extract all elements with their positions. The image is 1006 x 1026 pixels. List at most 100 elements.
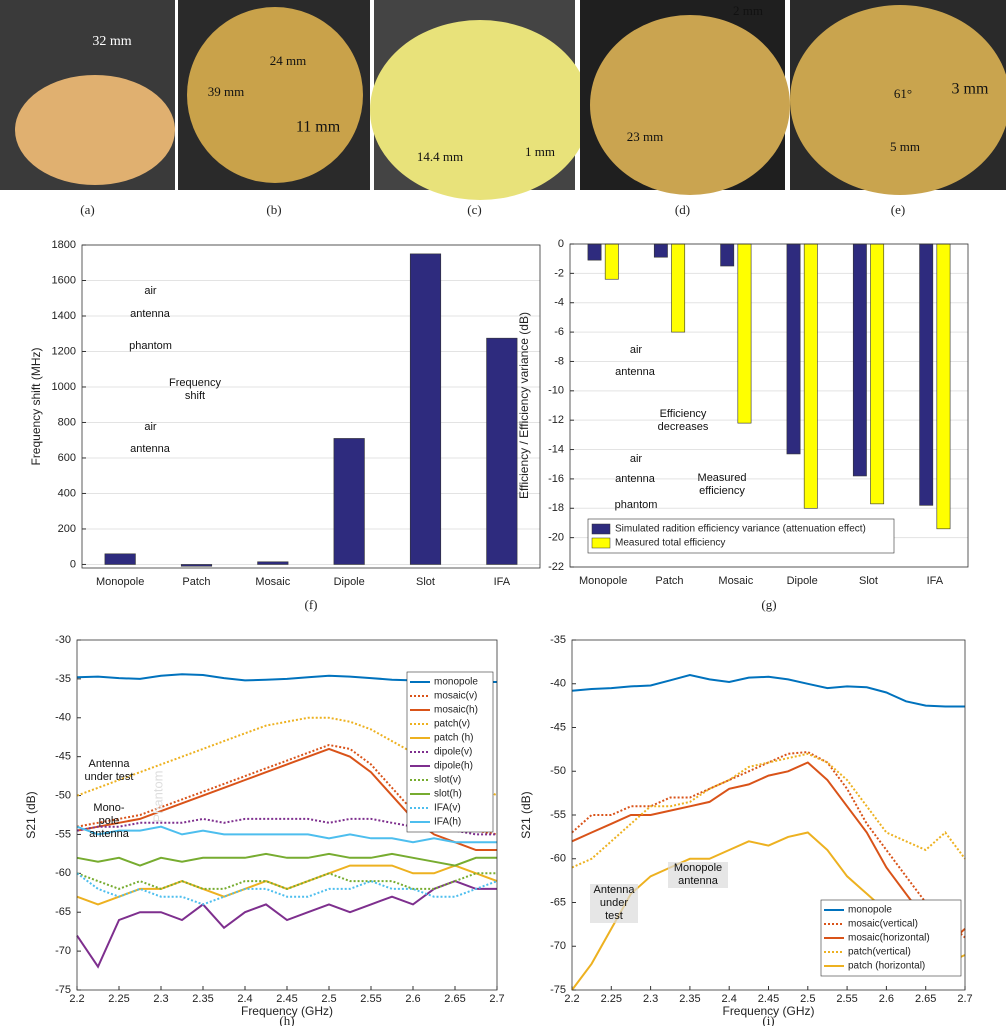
caption: (b) (266, 202, 281, 217)
plot-area (570, 244, 968, 567)
y-tick-label: -16 (548, 473, 564, 485)
y-tick-label: 1600 (52, 274, 76, 286)
legend-label: IFA(v) (434, 803, 461, 814)
annotation: antenna (602, 473, 668, 486)
annotation: phantom (590, 499, 682, 512)
bar (787, 244, 800, 454)
y-tick-label: -2 (554, 267, 564, 279)
legend-label: Measured total efficiency (615, 538, 725, 549)
bar (738, 244, 751, 423)
legend-swatch (592, 538, 610, 548)
y-tick-label: -70 (550, 940, 566, 952)
x-tick-label: 2.5 (321, 993, 336, 1005)
legend-label: dipole(h) (434, 761, 473, 772)
legend-label: mosaic(h) (434, 705, 478, 716)
figure-canvas: 32 mm(a)24 mm39 mm11 mm(b)14.4 mm1 mm(c)… (0, 0, 1006, 1026)
legend-label: mosaic(vertical) (848, 919, 918, 930)
dimension-label: 61° (894, 86, 912, 101)
y-tick-label: 0 (70, 558, 76, 570)
x-tick-label: 2.45 (276, 993, 297, 1005)
y-tick-label: 0 (558, 238, 564, 250)
x-tick-label: 2.3 (643, 993, 658, 1005)
caption: (i) (762, 1013, 774, 1026)
legend-label: monopole (848, 905, 892, 916)
bar (937, 244, 950, 529)
y-tick-label: -6 (554, 326, 564, 338)
x-tick-label: Mosaic (718, 575, 753, 587)
caption: (e) (891, 202, 905, 217)
x-tick-label: 2.45 (758, 993, 779, 1005)
annotation: Antenna under test (590, 884, 638, 923)
legend-label: dipole(v) (434, 747, 472, 758)
x-tick-label: Monopole (96, 576, 144, 588)
legend-label: IFA(h) (434, 817, 461, 828)
y-tick-label: -50 (55, 789, 71, 801)
y-tick-label: -12 (548, 414, 564, 426)
y-tick-label: 1000 (52, 381, 76, 393)
x-tick-label: 2.7 (957, 993, 972, 1005)
y-axis-label: Frequency shift (MHz) (29, 347, 43, 465)
y-tick-label: -35 (550, 634, 566, 646)
annotation: Monopole antenna (668, 862, 728, 888)
x-tick-label: 2.35 (192, 993, 213, 1005)
y-tick-label: 1200 (52, 345, 76, 357)
bar (181, 564, 212, 566)
legend-label: Simulated radition efficiency variance (… (615, 524, 866, 535)
x-tick-label: 2.55 (360, 993, 381, 1005)
x-tick-label: IFA (927, 575, 944, 587)
y-tick-label: -18 (548, 502, 564, 514)
annotation: air (101, 285, 200, 298)
y-tick-label: -14 (548, 443, 564, 455)
bar (588, 244, 601, 260)
x-tick-label: Slot (859, 575, 878, 587)
x-tick-label: 2.55 (836, 993, 857, 1005)
annotation: phantom (101, 340, 200, 353)
y-tick-label: -40 (550, 678, 566, 690)
dimension-label: 2 mm (733, 3, 763, 18)
y-tick-label: -40 (55, 712, 71, 724)
caption: (a) (80, 202, 94, 217)
annotation: Frequency shift (160, 377, 230, 403)
legend-label: patch(v) (434, 719, 470, 730)
photo: 32 mm (0, 0, 175, 190)
caption: (f) (305, 597, 318, 612)
y-tick-label: -10 (548, 385, 564, 397)
photo: 61°3 mm5 mm (790, 0, 1006, 195)
legend-label: mosaic(horizontal) (848, 933, 930, 944)
x-tick-label: Mosaic (255, 576, 290, 588)
bar (410, 254, 441, 565)
bar (258, 562, 289, 565)
y-axis-label: Efficiency / Efficiency variance (dB) (517, 312, 531, 499)
x-tick-label: 2.25 (108, 993, 129, 1005)
y-tick-label: 400 (58, 487, 76, 499)
y-tick-label: -60 (55, 867, 71, 879)
bar (672, 244, 685, 332)
caption: (d) (675, 202, 690, 217)
legend-label: slot(h) (434, 789, 462, 800)
x-tick-label: 2.65 (444, 993, 465, 1005)
y-tick-label: -22 (548, 561, 564, 573)
y-tick-label: -8 (554, 355, 564, 367)
x-tick-label: 2.6 (879, 993, 894, 1005)
annotation: Mono-pole antenna (86, 802, 132, 841)
annotation: Phantom (152, 767, 165, 827)
caption: (c) (467, 202, 481, 217)
dimension-label: 1 mm (525, 144, 555, 159)
y-tick-label: -65 (550, 896, 566, 908)
x-tick-label: 2.5 (800, 993, 815, 1005)
annotation: Antenna under test (80, 758, 138, 784)
bar (334, 438, 365, 564)
bar (871, 244, 884, 504)
photo-disc (590, 15, 790, 195)
bar (804, 244, 817, 508)
caption: (g) (761, 597, 776, 612)
x-tick-label: Patch (182, 576, 210, 588)
y-tick-label: -60 (550, 853, 566, 865)
dimension-label: 11 mm (296, 119, 341, 136)
y-tick-label: 800 (58, 416, 76, 428)
x-tick-label: Dipole (334, 576, 365, 588)
bar (920, 244, 933, 505)
legend-label: mosaic(v) (434, 691, 477, 702)
caption: (h) (279, 1013, 294, 1026)
legend-label: slot(v) (434, 775, 461, 786)
